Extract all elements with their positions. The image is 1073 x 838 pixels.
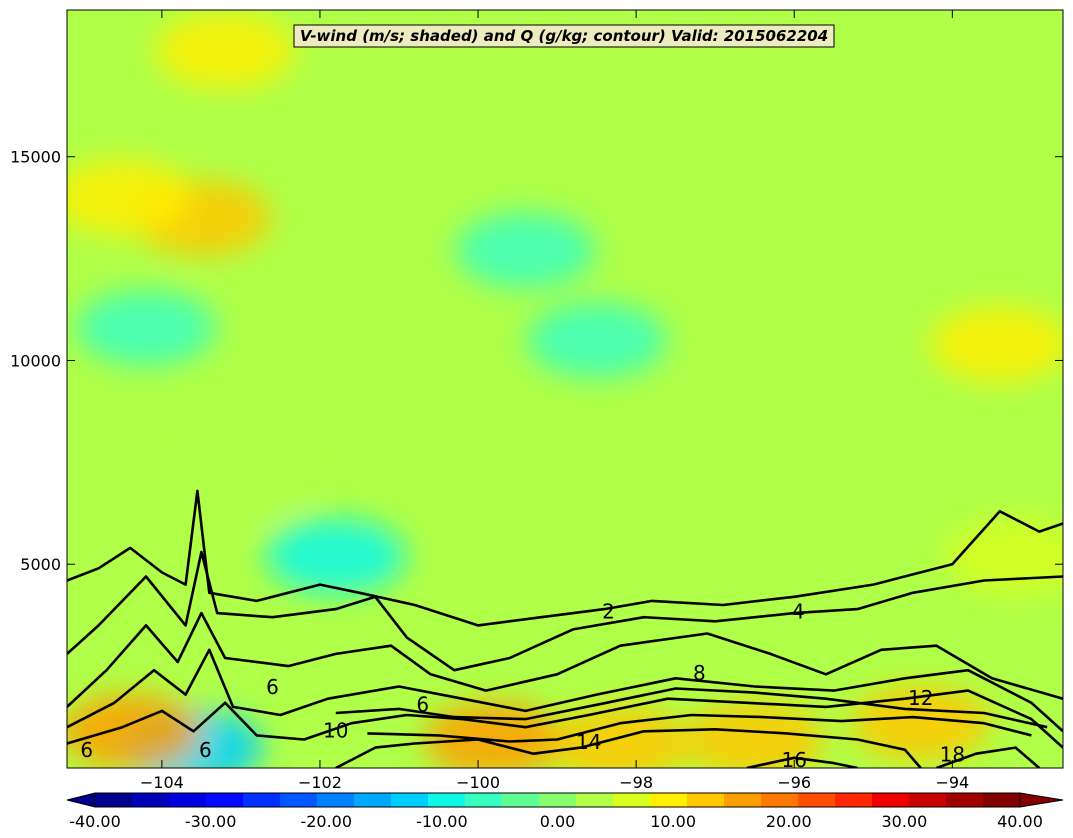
colorbar-swatch [872,793,910,807]
colorbar-swatch [650,793,688,807]
contour-label: 6 [80,738,93,762]
y-axis: 5000 10000 15000 [10,148,1063,574]
q-contour-line [335,727,922,768]
colorbar-swatch [280,793,318,807]
x-axis: −104 −102 −100 −98 −96 −94 [140,10,969,792]
colorbar-tick-label: -40.00 [69,812,121,831]
x-tick-label: −100 [456,773,500,792]
contour-label: 8 [693,661,706,685]
colorbar-swatch [243,793,281,807]
shading-feature [67,693,201,768]
q-contour-line [67,550,1063,672]
colorbar-frame [94,792,1021,808]
colorbar-swatch [835,793,873,807]
shading-feature [526,302,667,379]
q-contour-line [367,713,1032,743]
colorbar-swatch [724,793,762,807]
contour-label: 6 [199,738,212,762]
shading-feature [929,306,1063,383]
shading-feature [265,518,406,595]
shading-feature [455,212,596,289]
y-tick-label: 15000 [10,148,61,167]
y-tick-label: 5000 [20,555,61,574]
shading-feature [155,12,296,89]
colorbar-tick-label: 30.00 [881,812,927,831]
colorbar-swatch [169,793,207,807]
colorbar-swatch [354,793,392,807]
shading-feature [67,159,193,236]
contour-label: 14 [576,730,601,754]
colorbar: -40.00 -30.00 -20.00 -10.00 0.00 10.00 20.00 30… [66,792,1064,831]
colorbar-swatch [909,793,947,807]
title-background [293,24,835,48]
contour-label: 6 [266,675,279,699]
colorbar-swatch [465,793,503,807]
x-tick-label: −98 [619,773,653,792]
q-contour-line [67,489,1063,627]
colorbar-swatch [983,793,1021,807]
q-contour-line [67,648,1063,733]
colorbar-swatch [798,793,836,807]
colorbar-swatch [761,793,799,807]
x-tick-label: −104 [140,773,184,792]
chart-title: V-wind (m/s; shaded) and Q (g/kg; contou… [300,27,828,45]
v-wind-shading [67,10,1063,768]
colorbar-swatch [576,793,614,807]
colorbar-tick-label: 0.00 [540,812,576,831]
shading-feature [850,685,991,762]
colorbar-extend-max [1019,792,1064,808]
shading-feature [170,444,311,521]
colorbar-swatch [132,793,170,807]
y-tick-label: 10000 [10,351,61,370]
colorbar-swatch [391,793,429,807]
colorbar-swatch [95,793,133,807]
q-contour-line [67,689,1063,749]
colorbar-tick-label: -20.00 [300,812,352,831]
colorbar-swatch [502,793,540,807]
q-contour-line [67,611,1063,708]
q-contour-line [746,756,858,768]
colorbar-tick-label: -10.00 [416,812,468,831]
colorbar-swatch [428,793,466,807]
x-tick-label: −102 [298,773,342,792]
colorbar-extend-min [66,792,96,808]
x-tick-label: −94 [935,773,969,792]
contour-label: 2 [602,600,615,624]
q-contour-line [335,687,1048,729]
colorbar-swatch [613,793,651,807]
colorbar-swatch [687,793,725,807]
plot-frame [66,9,1064,769]
colorbar-tick-label: 40.00 [997,812,1043,831]
x-tick-label: −96 [777,773,811,792]
colorbar-tick-label: 10.00 [650,812,696,831]
colorbar-tick-label: 20.00 [766,812,812,831]
contour-label: 6 [416,693,429,717]
colorbar-swatch [539,793,577,807]
contour-label: 12 [908,686,933,710]
q-contour-line [936,746,1041,768]
colorbar-tick-label: -30.00 [185,812,237,831]
shading-feature [76,289,217,366]
colorbar-swatch [946,793,984,807]
q-contours [67,489,1063,768]
colorbar-swatch [206,793,244,807]
colorbar-swatch [317,793,355,807]
contour-label: 4 [792,600,805,624]
contour-label: 10 [323,719,348,743]
shading-background [67,10,1063,768]
chart-title-box: V-wind (m/s; shaded) and Q (g/kg; contou… [293,24,835,48]
